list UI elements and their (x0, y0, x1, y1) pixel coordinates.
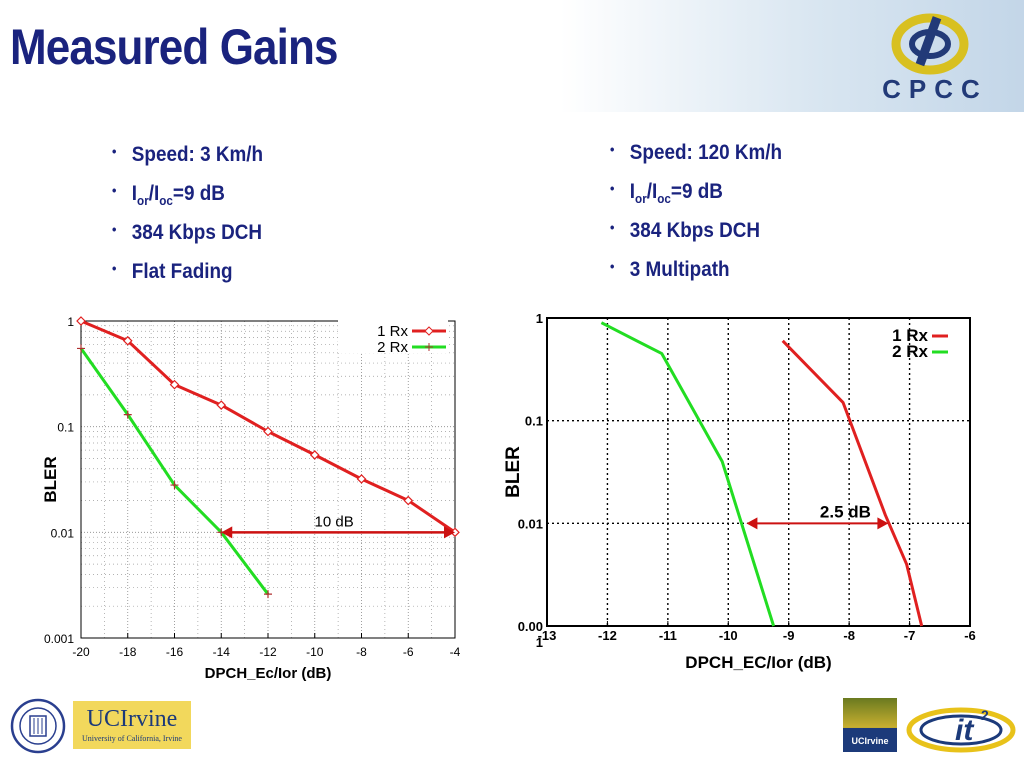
it2-logo-superscript: 2 (981, 707, 989, 723)
y-tick-label: 0.01 (518, 516, 543, 531)
x-tick-label: -10 (719, 628, 738, 643)
data-point-1rx (263, 426, 273, 437)
ucirvine-small-logo: UCIrvine (843, 698, 897, 752)
bullet-item: 384 Kbps DCH (610, 219, 782, 258)
data-point-1rx (76, 316, 86, 326)
ucirvine-small-logo-text: UCIrvine (851, 736, 889, 746)
x-tick-label: -10 (306, 645, 324, 659)
legend-label: 1 Rx (892, 326, 928, 345)
annotation-arrowhead-right (877, 517, 889, 530)
bullet-item: 384 Kbps DCH (112, 221, 263, 260)
bullet-text: Flat Fading (131, 260, 233, 283)
bullet-text: Ior/Ioc=9 dB (131, 182, 225, 209)
series-line-2rx (600, 321, 776, 627)
legend-label: 1 Rx (377, 323, 408, 340)
y-tick-label: 0.00 (518, 619, 543, 634)
x-tick-label: -13 (538, 628, 557, 643)
x-axis-label: DPCH_EC/Ior (dB) (685, 653, 831, 672)
bullet-text: 3 Multipath (629, 258, 730, 281)
ucirvine-logo-text: UCIrvine (86, 706, 178, 732)
cpcc-logo-text: CPCC (882, 74, 988, 104)
uc-seal-logo (10, 698, 66, 754)
x-tick-label: -12 (598, 628, 617, 643)
legend-label: 2 Rx (377, 339, 408, 356)
bullet-item: Speed: 120 Km/h (610, 141, 782, 180)
x-tick-label: -18 (119, 645, 137, 659)
bullet-text: 384 Kbps DCH (629, 219, 761, 242)
x-axis-label: DPCH_Ec/Ior (dB) (205, 665, 332, 682)
bullet-item: Ior/Ioc=9 dB (610, 180, 782, 219)
annotation-label: 10 dB (315, 513, 354, 530)
bullet-item: Speed: 3 Km/h (112, 143, 263, 182)
y-tick-label: 0.001 (44, 632, 74, 646)
bullet-text: 384 Kbps DCH (131, 221, 263, 244)
x-tick-label: -11 (659, 628, 677, 643)
bullet-item: Flat Fading (112, 260, 263, 299)
bullet-text: Speed: 3 Km/h (131, 143, 264, 166)
x-tick-label: -6 (964, 628, 976, 643)
x-tick-label: -14 (213, 645, 231, 659)
annotation-arrowhead-left (221, 526, 233, 539)
y-tick-label: 1 (536, 635, 543, 650)
x-tick-label: -9 (783, 628, 795, 643)
bullet-list-left: Speed: 3 Km/h Ior/Ioc=9 dB 384 Kbps DCH … (112, 143, 263, 299)
data-point-1rx (122, 335, 133, 346)
it2-logo-text: it (955, 714, 975, 747)
x-tick-label: -8 (356, 645, 367, 659)
bler-chart-120kmh: -13 -12 -11 -10 -9 -8 -7 -610.10.010.001DPCH_EC… (503, 311, 976, 672)
legend-marker (425, 343, 433, 351)
annotation-label: 2.5 dB (820, 502, 871, 521)
data-point-2rx (77, 344, 85, 353)
data-point-1rx (356, 474, 367, 484)
x-tick-label: -12 (259, 645, 277, 659)
annotation-arrowhead-left (746, 517, 758, 530)
data-point-1rx (169, 379, 180, 390)
x-tick-label: -20 (72, 645, 90, 659)
data-point-2rx (123, 410, 132, 419)
y-axis-label: BLER (503, 446, 524, 498)
bullet-text: Ior/Ioc=9 dB (629, 180, 723, 207)
data-point-1rx (216, 400, 227, 410)
x-tick-label: -4 (450, 645, 461, 659)
y-tick-label: 1 (536, 311, 543, 326)
it2-logo: it 2 (906, 707, 1016, 753)
y-tick-label: 1 (67, 315, 74, 329)
x-tick-label: -6 (403, 645, 414, 659)
data-point-1rx (403, 495, 414, 506)
bullet-text: Speed: 120 Km/h (629, 141, 783, 164)
data-point-1rx (309, 450, 320, 460)
bullet-item: Ior/Ioc=9 dB (112, 182, 263, 221)
legend-marker (424, 326, 434, 336)
y-tick-label: 0.1 (525, 414, 543, 429)
plot-frame (546, 317, 971, 627)
data-point-2rx (264, 590, 272, 599)
bler-chart-3kmh: -20 -18 -16 -14 -12 -10 -8 -6 -4 1 0.1 0.01 0.001 DPC… (41, 315, 461, 682)
series-line-1rx (781, 339, 924, 627)
data-point-2rx (170, 481, 179, 490)
x-tick-label: -16 (166, 645, 184, 659)
page-title: Measured Gains (10, 19, 338, 75)
ucirvine-logo: UCIrvine University of California, Irvin… (73, 701, 191, 749)
y-tick-label: 0.1 (57, 421, 74, 435)
cpcc-logo: CPCC (882, 13, 988, 104)
annotation-arrowhead-right (444, 526, 455, 539)
bullet-item: 3 Multipath (610, 258, 782, 297)
ucirvine-logo-subtext: University of California, Irvine (82, 734, 182, 743)
x-tick-label: -8 (843, 628, 855, 643)
y-axis-label: BLER (41, 456, 60, 502)
bullet-list-right: Speed: 120 Km/h Ior/Ioc=9 dB 384 Kbps DC… (610, 141, 782, 297)
legend-label: 2 Rx (892, 342, 928, 361)
y-tick-label: 0.01 (51, 526, 75, 540)
x-tick-label: -7 (904, 628, 916, 643)
